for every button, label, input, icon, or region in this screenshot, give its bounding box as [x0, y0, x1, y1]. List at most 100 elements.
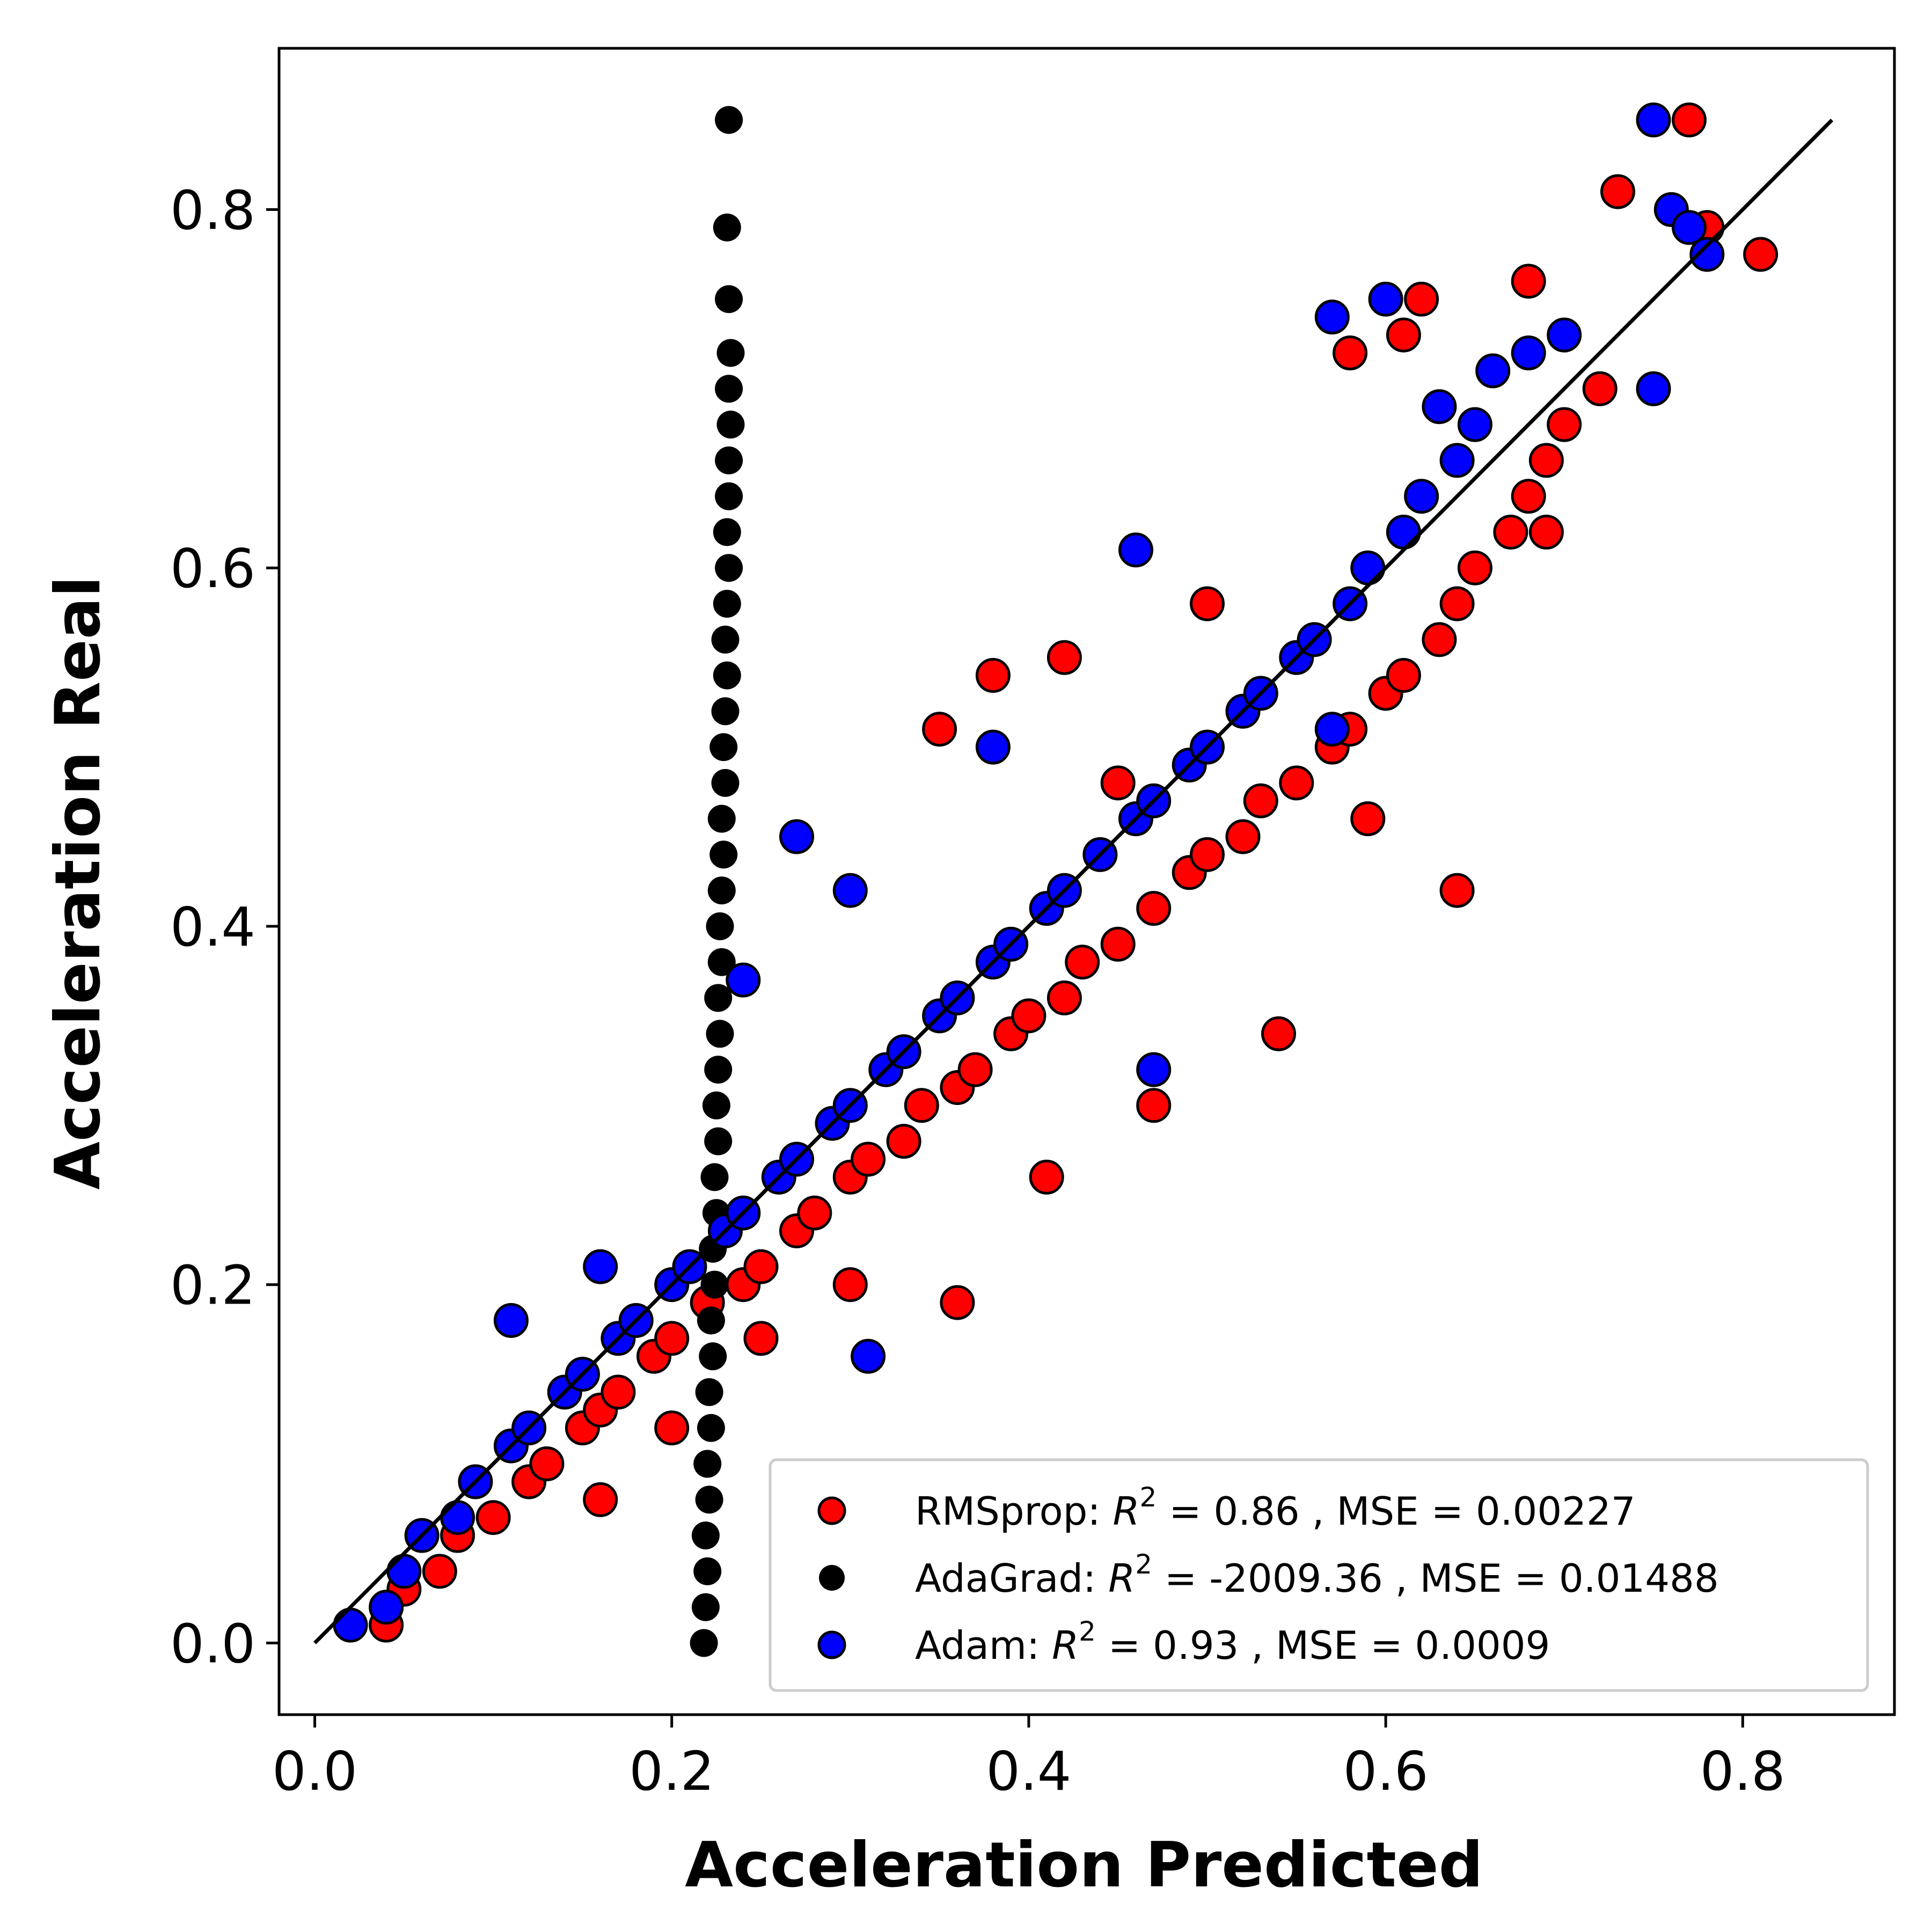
point-adagrad — [700, 1270, 729, 1299]
point-rmsprop — [583, 1482, 618, 1517]
x-tick-label: 0.4 — [986, 1740, 1071, 1803]
point-rmsprop — [1600, 174, 1635, 209]
point-rmsprop — [975, 658, 1011, 693]
point-adagrad — [699, 1342, 727, 1371]
point-adagrad — [713, 213, 741, 241]
point-rmsprop — [940, 1285, 975, 1320]
point-adam — [1439, 443, 1475, 478]
point-rmsprop — [654, 1410, 690, 1446]
x-tick-label: 0.6 — [1343, 1740, 1429, 1803]
point-rmsprop — [1547, 407, 1582, 442]
point-adam — [1368, 281, 1403, 317]
point-rmsprop — [1065, 945, 1100, 980]
point-adagrad — [706, 912, 734, 940]
point-rmsprop — [743, 1249, 779, 1284]
point-adam — [832, 873, 868, 908]
point-adagrad — [709, 733, 738, 762]
point-rmsprop — [1528, 515, 1564, 550]
point-adam — [386, 1554, 422, 1589]
point-rmsprop — [1225, 819, 1261, 854]
x-axis-label: Acceleration Predicted — [685, 1829, 1483, 1901]
plot-frame — [277, 47, 1896, 1716]
point-adagrad — [713, 590, 741, 618]
point-adagrad — [691, 1521, 720, 1550]
point-adagrad — [715, 446, 743, 474]
point-rmsprop — [1672, 103, 1707, 137]
point-rmsprop — [743, 1321, 779, 1356]
point-adam — [333, 1607, 368, 1643]
point-adagrad — [697, 1414, 725, 1442]
point-rmsprop — [1439, 586, 1475, 621]
y-tick-label: 0.6 — [170, 537, 255, 600]
legend-marker-adam — [817, 1630, 846, 1659]
point-rmsprop — [1511, 264, 1546, 299]
point-adam — [726, 962, 761, 998]
point-adam — [1350, 550, 1386, 586]
point-rmsprop — [1029, 1159, 1064, 1195]
legend-marker-adagrad — [819, 1565, 845, 1591]
point-adam — [1404, 479, 1439, 514]
point-rmsprop — [1422, 622, 1457, 657]
point-rmsprop — [1100, 765, 1136, 801]
point-rmsprop — [1046, 640, 1082, 675]
point-adam — [1672, 210, 1707, 245]
point-rmsprop — [1279, 765, 1314, 801]
point-adam — [1422, 389, 1457, 425]
point-adagrad — [695, 1485, 723, 1514]
point-rmsprop — [1511, 479, 1546, 514]
point-rmsprop — [1243, 783, 1278, 818]
point-rmsprop — [904, 1088, 939, 1123]
point-rmsprop — [422, 1554, 457, 1589]
legend-marker-rmsprop — [817, 1496, 846, 1525]
point-rmsprop — [1046, 980, 1082, 1015]
point-adam — [1547, 317, 1582, 353]
point-rmsprop — [1136, 891, 1172, 926]
point-adagrad — [704, 984, 733, 1012]
point-adagrad — [713, 518, 741, 546]
point-adagrad — [715, 375, 743, 403]
legend: RMSprop: R2 = 0.86 , MSE = 0.00227 AdaGra… — [769, 1458, 1869, 1692]
point-adam — [1636, 103, 1671, 137]
point-adam — [851, 1338, 886, 1374]
point-adagrad — [704, 1127, 733, 1155]
point-rmsprop — [922, 712, 957, 747]
point-adagrad — [693, 1450, 722, 1478]
point-adam — [1475, 353, 1511, 389]
point-adagrad — [715, 285, 743, 313]
point-adagrad — [716, 411, 745, 439]
point-adagrad — [716, 339, 745, 367]
point-adagrad — [706, 1020, 734, 1048]
identity-line — [313, 119, 1834, 1644]
point-adam — [975, 729, 1011, 765]
point-adam — [1457, 407, 1492, 442]
point-adagrad — [713, 661, 741, 690]
point-rmsprop — [1743, 237, 1779, 272]
x-tick-label: 0.8 — [1700, 1740, 1785, 1803]
point-rmsprop — [601, 1374, 636, 1410]
series-adagrad — [690, 106, 745, 1657]
point-rmsprop — [1582, 371, 1618, 406]
point-rmsprop — [851, 1141, 886, 1177]
point-adagrad — [715, 106, 743, 134]
point-rmsprop — [1386, 317, 1421, 353]
point-adagrad — [693, 1557, 722, 1585]
y-tick-label: 0.2 — [170, 1254, 255, 1317]
point-adagrad — [711, 625, 740, 654]
point-rmsprop — [1457, 550, 1492, 586]
point-adagrad — [691, 1593, 720, 1621]
point-rmsprop — [1493, 515, 1528, 550]
point-adagrad — [697, 1306, 725, 1335]
point-rmsprop — [1136, 1088, 1172, 1123]
point-adagrad — [707, 876, 736, 905]
point-rmsprop — [1011, 998, 1046, 1034]
point-rmsprop — [1190, 586, 1225, 621]
x-tick-label: 0.2 — [629, 1740, 714, 1803]
point-adagrad — [711, 697, 740, 726]
point-rmsprop — [886, 1124, 921, 1159]
point-adam — [583, 1249, 618, 1284]
point-rmsprop — [797, 1195, 832, 1231]
y-tick-label: 0.4 — [170, 896, 255, 958]
point-rmsprop — [529, 1446, 565, 1482]
point-adam — [1511, 335, 1546, 371]
point-rmsprop — [1350, 801, 1386, 837]
